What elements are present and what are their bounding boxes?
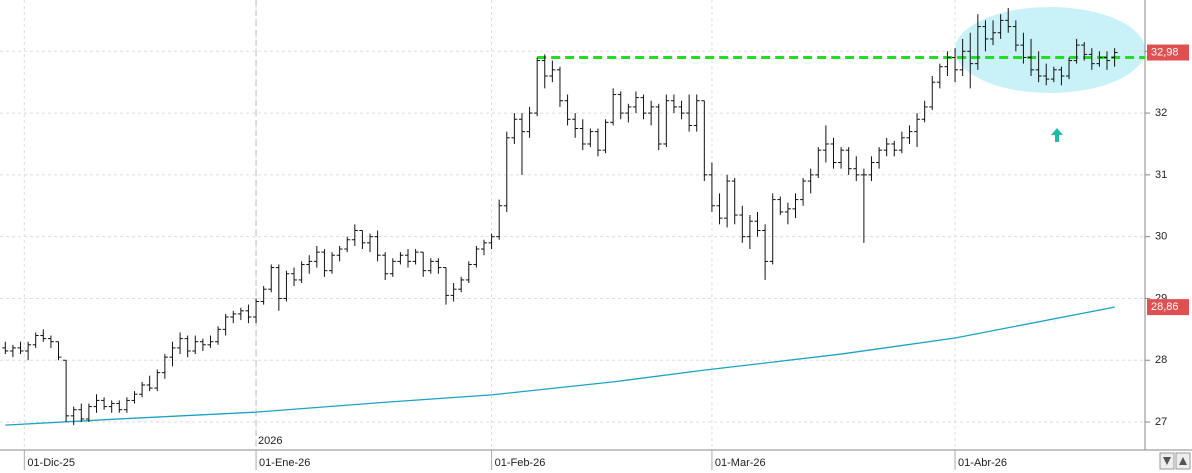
y-tick-label: 27 [1155, 416, 1167, 428]
price-label: 32,98 [1151, 46, 1179, 58]
y-tick-label: 31 [1155, 169, 1167, 181]
plot: 2728293031323301-Dic-2501-Ene-2601-Feb-2… [0, 0, 1167, 470]
arrow-up [1051, 128, 1063, 142]
x-tick-label: 01-Ene-26 [259, 457, 310, 469]
x-tick-label: 01-Feb-26 [495, 457, 546, 469]
highlight-ellipse [955, 7, 1145, 93]
x-tick-label: 01-Mar-26 [715, 457, 766, 469]
moving-average [5, 306, 1115, 426]
y-tick-label: 28 [1155, 354, 1167, 366]
x-tick-label: 01-Abr-26 [958, 457, 1007, 469]
y-tick-label: 32 [1155, 107, 1167, 119]
scroll-icon [1179, 457, 1187, 465]
price-label: 28,86 [1151, 301, 1179, 313]
y-tick-label: 30 [1155, 231, 1167, 243]
x-tick-label: 01-Dic-25 [27, 457, 75, 469]
price-label-box [1147, 299, 1189, 316]
zoom-icon [1163, 457, 1171, 465]
price-label-box [1147, 44, 1189, 61]
year-label: 2026 [258, 435, 282, 447]
